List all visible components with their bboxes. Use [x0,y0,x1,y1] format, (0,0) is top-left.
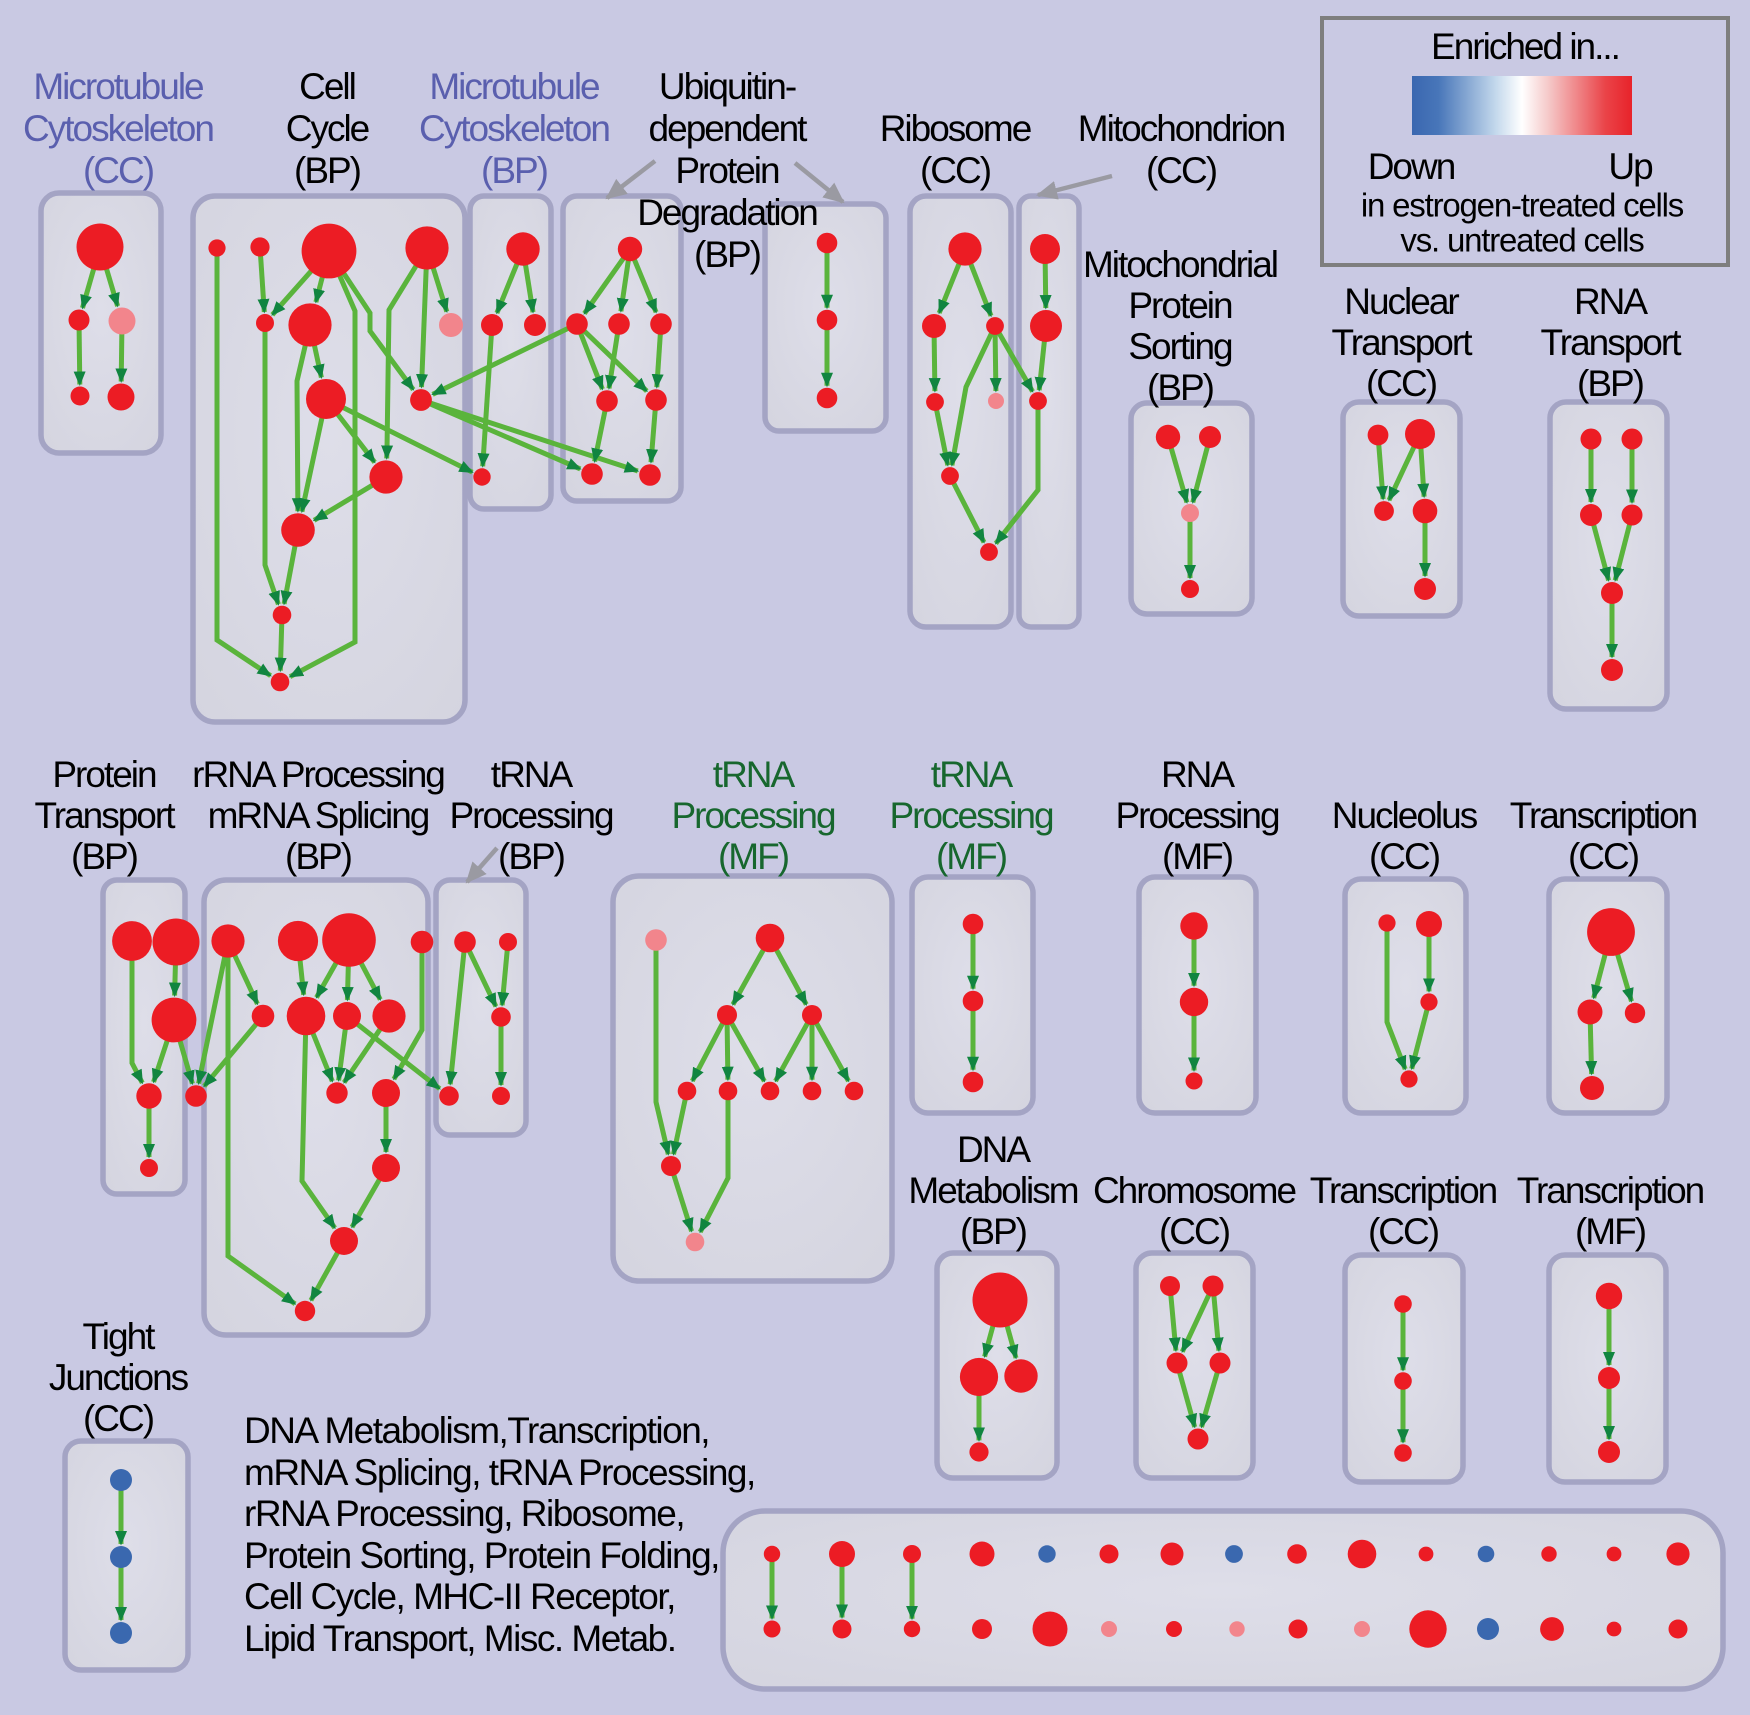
svg-text:Cell: Cell [299,66,355,107]
svg-text:(BP): (BP) [694,234,761,275]
svg-text:Processing: Processing [671,795,834,836]
svg-text:Nuclear: Nuclear [1344,281,1459,322]
svg-text:(BP): (BP) [1577,363,1644,404]
svg-text:Protein: Protein [52,754,156,795]
svg-text:Down: Down [1368,146,1455,187]
svg-text:Processing: Processing [449,795,612,836]
svg-text:Cycle: Cycle [286,108,369,149]
svg-text:Degradation: Degradation [637,192,817,233]
svg-text:(CC): (CC) [83,150,154,191]
svg-text:(CC): (CC) [1369,836,1440,877]
svg-text:Protein: Protein [675,150,779,191]
svg-text:Processing: Processing [1115,795,1278,836]
svg-text:Lipid Transport, Misc. Metab.: Lipid Transport, Misc. Metab. [244,1618,676,1659]
svg-text:(MF): (MF) [936,836,1007,877]
svg-text:Transcription: Transcription [1510,795,1697,836]
svg-text:rRNA Processing: rRNA Processing [192,754,444,795]
svg-text:(CC): (CC) [1159,1211,1230,1252]
svg-text:(CC): (CC) [1368,1211,1439,1252]
svg-text:Cytoskeleton: Cytoskeleton [419,108,609,149]
svg-text:Cell Cycle, MHC-II Receptor,: Cell Cycle, MHC-II Receptor, [244,1576,675,1617]
svg-text:Microtubule: Microtubule [33,66,203,107]
svg-text:Junctions: Junctions [49,1357,189,1398]
svg-text:DNA Metabolism,Transcription,: DNA Metabolism,Transcription, [244,1410,709,1451]
svg-text:Transcription: Transcription [1310,1170,1497,1211]
svg-text:Ubiquitin-: Ubiquitin- [659,66,796,107]
svg-text:Sorting: Sorting [1128,326,1232,367]
svg-text:vs. untreated cells: vs. untreated cells [1400,222,1644,259]
svg-text:(MF): (MF) [1162,836,1233,877]
svg-text:(CC): (CC) [1366,363,1437,404]
svg-text:rRNA Processing, Ribosome,: rRNA Processing, Ribosome, [244,1493,684,1534]
svg-text:(BP): (BP) [481,150,548,191]
svg-text:Mitochondrion: Mitochondrion [1078,108,1285,149]
svg-text:mRNA Splicing, tRNA Processing: mRNA Splicing, tRNA Processing, [244,1452,755,1493]
svg-text:Transport: Transport [35,795,177,836]
svg-text:(CC): (CC) [1568,836,1639,877]
svg-text:(BP): (BP) [71,836,138,877]
svg-text:(MF): (MF) [1575,1211,1646,1252]
svg-text:(BP): (BP) [960,1211,1027,1252]
svg-text:Cytoskeleton: Cytoskeleton [23,108,213,149]
svg-text:Protein: Protein [1128,285,1232,326]
svg-text:(CC): (CC) [920,150,991,191]
svg-text:tRNA: tRNA [491,754,574,795]
svg-text:RNA: RNA [1161,754,1235,795]
svg-text:Transport: Transport [1541,322,1683,363]
svg-text:(BP): (BP) [1147,367,1214,408]
svg-text:Tight: Tight [83,1316,157,1357]
svg-text:mRNA Splicing: mRNA Splicing [208,795,429,836]
svg-text:Up: Up [1608,146,1653,187]
svg-text:DNA: DNA [957,1129,1031,1170]
svg-text:Ribosome: Ribosome [880,108,1031,149]
svg-text:(BP): (BP) [285,836,352,877]
svg-text:(CC): (CC) [83,1398,154,1439]
svg-text:Processing: Processing [889,795,1052,836]
svg-text:Microtubule: Microtubule [429,66,599,107]
svg-text:RNA: RNA [1574,281,1648,322]
svg-text:tRNA: tRNA [713,754,796,795]
svg-text:(BP): (BP) [498,836,565,877]
svg-text:Nucleolus: Nucleolus [1332,795,1478,836]
svg-text:Mitochondrial: Mitochondrial [1083,244,1277,285]
svg-text:Metabolism: Metabolism [908,1170,1077,1211]
svg-text:Chromosome: Chromosome [1093,1170,1295,1211]
svg-text:in estrogen-treated cells: in estrogen-treated cells [1361,187,1684,224]
svg-text:tRNA: tRNA [931,754,1014,795]
svg-text:Protein Sorting, Protein Foldi: Protein Sorting, Protein Folding, [244,1535,719,1576]
svg-text:(MF): (MF) [718,836,789,877]
svg-text:(CC): (CC) [1146,150,1217,191]
svg-text:Transcription: Transcription [1517,1170,1704,1211]
svg-text:Transport: Transport [1332,322,1474,363]
svg-text:(BP): (BP) [294,150,361,191]
svg-text:dependent: dependent [649,108,809,149]
svg-text:Enriched in...: Enriched in... [1431,26,1619,67]
